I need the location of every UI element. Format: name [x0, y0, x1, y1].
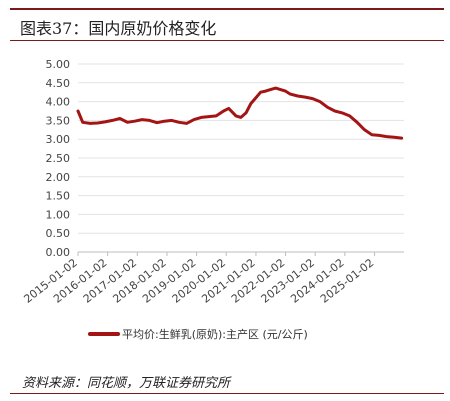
series-layer [76, 86, 404, 140]
y-tick-label: 4.50 [46, 77, 71, 90]
y-tick-label: 5.00 [46, 58, 71, 71]
y-tick-label: 3.50 [46, 114, 71, 127]
series-line [76, 86, 404, 140]
legend-label: 平均价:生鲜乳(原奶):主产区 (元/公斤) [122, 327, 308, 341]
y-tick-label: 1.50 [46, 190, 71, 203]
figure-title-bar: 图表37：国内原奶价格变化 [10, 8, 444, 41]
y-tick-label: 0.00 [46, 246, 71, 259]
x-axis: 2015-01-022016-01-022017-01-022018-01-02… [21, 252, 376, 306]
y-tick-label: 1.00 [46, 208, 71, 221]
gridlines [78, 63, 404, 253]
y-tick-label: 0.50 [46, 227, 71, 240]
y-tick-label: 3.00 [46, 133, 71, 146]
legend: 平均价:生鲜乳(原奶):主产区 (元/公斤) [88, 327, 308, 341]
bottom-rule [10, 393, 444, 394]
source-note: 资料来源：同花顺，万联证券研究所 [22, 376, 231, 391]
line-chart: 5.00 4.50 4.00 3.50 3.00 2.50 2.00 1.50 1.00 0.50… [21, 58, 404, 341]
y-tick-label: 2.00 [46, 171, 71, 184]
y-tick-label: 2.50 [46, 152, 71, 165]
figure-title: 图表37：国内原奶价格变化 [20, 19, 217, 38]
y-tick-label: 4.00 [46, 96, 71, 109]
y-axis: 5.00 4.50 4.00 3.50 3.00 2.50 2.00 1.50 1.00 0.50… [46, 58, 71, 259]
